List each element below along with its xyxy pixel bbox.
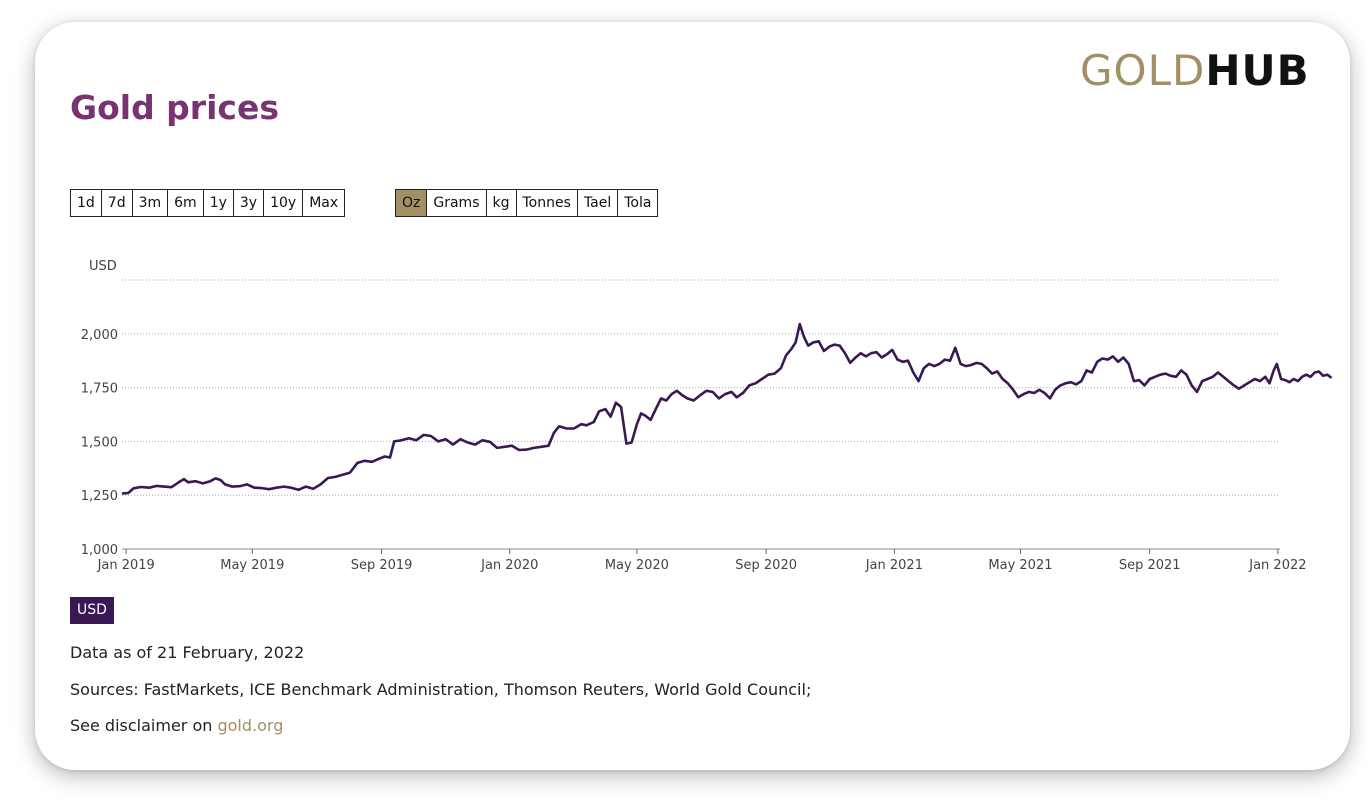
range-button-10y[interactable]: 10y [263,189,304,217]
x-tick-label: May 2020 [605,558,669,573]
currency-badge-usd[interactable]: USD [70,597,114,624]
range-button-1d[interactable]: 1d [70,189,102,217]
x-tick-label: Jan 2022 [1248,558,1306,573]
gold-org-link[interactable]: gold.org [217,716,284,735]
x-tick-label: Sep 2021 [1119,558,1181,573]
page-title: Gold prices [70,88,279,127]
y-tick-label: 1,500 [81,435,118,450]
chart-card [35,22,1350,770]
gold-price-line [121,322,1333,495]
range-button-max[interactable]: Max [302,189,346,217]
unit-button-tola[interactable]: Tola [617,189,659,217]
logo-gold-text: GOLD [1080,46,1206,95]
unit-button-grams[interactable]: Grams [426,189,487,217]
y-axis-ticks: 1,000 1,250 1,500 1,750 2,000 [81,328,118,558]
sources-text: Sources: FastMarkets, ICE Benchmark Admi… [70,680,812,699]
logo-hub-text: HUB [1205,46,1310,95]
chart-gridlines [122,279,1280,496]
x-tick-label: May 2021 [988,558,1052,573]
range-button-1y[interactable]: 1y [202,189,234,217]
y-axis-unit-label: USD [89,259,117,274]
x-axis-ticks: Jan 2019 May 2019 Sep 2019 Jan 2020 May 2020… [97,549,1307,573]
disclaimer-prefix: See disclaimer on [70,716,218,735]
unit-button-kg[interactable]: kg [485,189,517,217]
x-tick-label: Sep 2019 [351,558,413,573]
y-tick-label: 2,000 [81,328,118,343]
data-as-of-text: Data as of 21 February, 2022 [70,643,305,662]
y-tick-label: 1,000 [81,543,118,558]
time-range-selector: 1d 7d 3m 6m 1y 3y 10y Max [70,189,346,217]
x-tick-label: May 2019 [220,558,284,573]
unit-button-tonnes[interactable]: Tonnes [515,189,578,217]
y-tick-label: 1,750 [81,382,118,397]
y-tick-label: 1,250 [81,489,118,504]
x-tick-label: Jan 2021 [865,558,923,573]
disclaimer-text: See disclaimer on gold.org [70,716,283,735]
range-button-3y[interactable]: 3y [232,189,265,217]
x-tick-label: Jan 2019 [97,558,155,573]
x-tick-label: Sep 2020 [735,558,797,573]
goldhub-logo[interactable]: GOLDHUB [1080,50,1310,92]
unit-button-oz[interactable]: Oz [395,189,428,217]
range-button-3m[interactable]: 3m [131,189,169,217]
unit-selector: Oz Grams kg Tonnes Tael Tola [395,189,659,217]
x-tick-label: Jan 2020 [480,558,538,573]
